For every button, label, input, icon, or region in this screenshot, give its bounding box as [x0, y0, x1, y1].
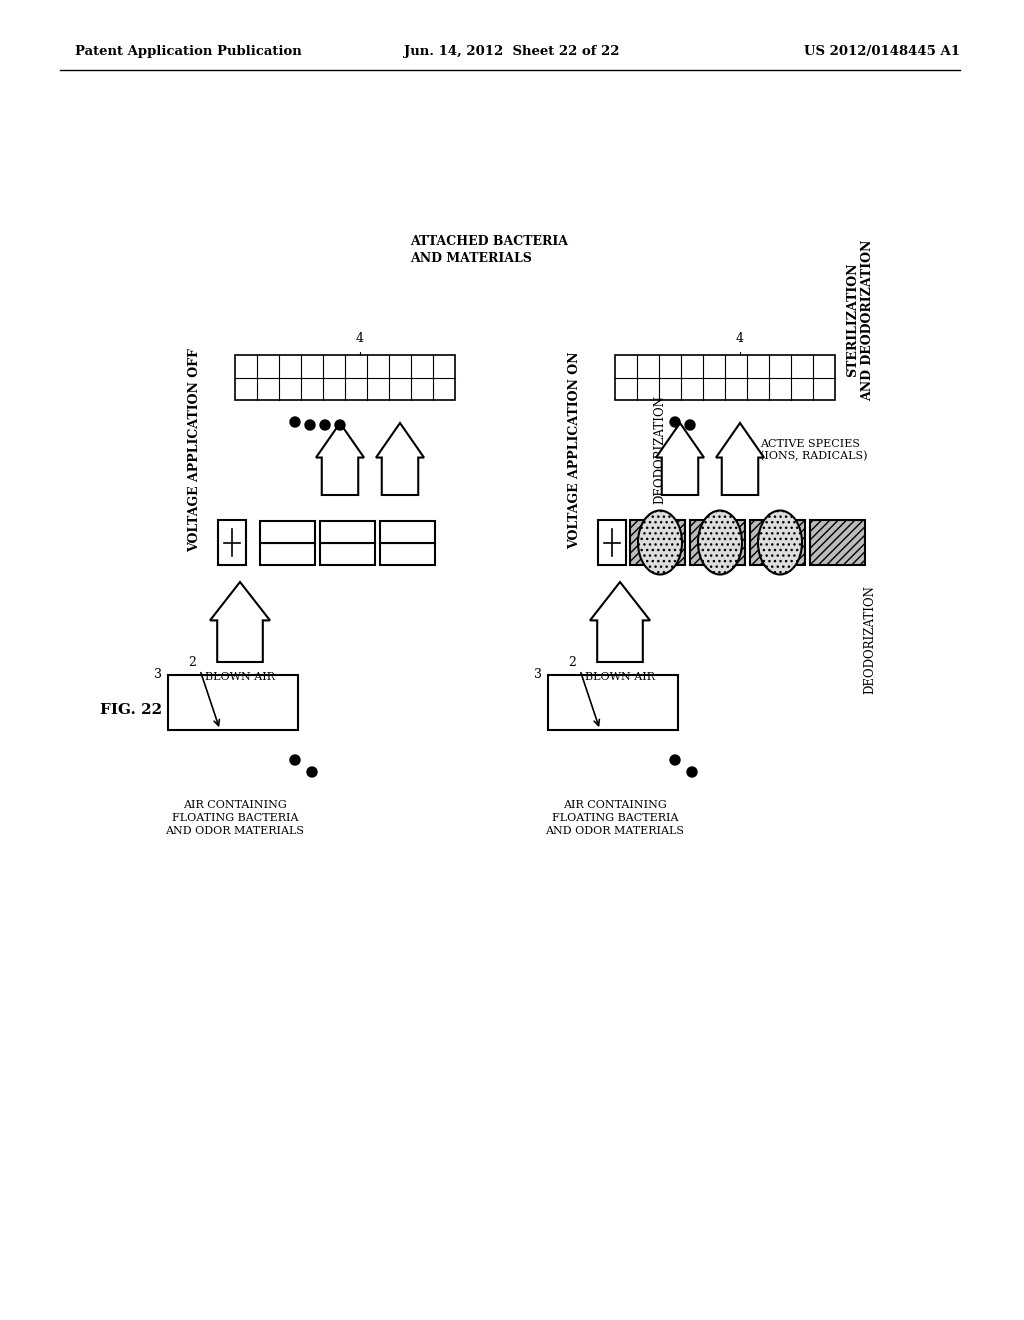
Text: 2: 2 [568, 656, 575, 668]
Bar [260, 543, 315, 565]
Polygon shape [376, 422, 424, 495]
Text: ACTIVE SPECIES
(IONS, RADICALS): ACTIVE SPECIES (IONS, RADICALS) [760, 438, 867, 462]
Bar [810, 520, 865, 565]
Text: Patent Application Publication: Patent Application Publication [75, 45, 302, 58]
Bar [218, 520, 246, 565]
Circle shape [319, 420, 330, 430]
Bar [548, 675, 678, 730]
Circle shape [290, 417, 300, 426]
Circle shape [685, 420, 695, 430]
Bar [234, 355, 455, 400]
Circle shape [687, 767, 697, 777]
Text: US 2012/0148445 A1: US 2012/0148445 A1 [804, 45, 961, 58]
Text: Jun. 14, 2012  Sheet 22 of 22: Jun. 14, 2012 Sheet 22 of 22 [404, 45, 620, 58]
Bar [319, 543, 375, 565]
Bar [380, 521, 435, 543]
Text: VOLTAGE APPLICATION ON: VOLTAGE APPLICATION ON [568, 351, 582, 549]
Circle shape [335, 420, 345, 430]
Circle shape [305, 420, 315, 430]
Polygon shape [316, 422, 364, 495]
Circle shape [290, 755, 300, 766]
Text: STERILIZATION
AND DEODORIZATION: STERILIZATION AND DEODORIZATION [846, 239, 874, 401]
Text: VOLTAGE APPLICATION OFF: VOLTAGE APPLICATION OFF [188, 348, 202, 552]
Text: 2: 2 [188, 656, 196, 668]
Polygon shape [210, 582, 270, 663]
Text: FIG. 22: FIG. 22 [100, 704, 162, 717]
Bar [630, 520, 685, 565]
Text: DEODORIZATION: DEODORIZATION [653, 396, 667, 504]
Bar [615, 355, 835, 400]
Bar [319, 521, 375, 543]
Text: ATTACHED BACTERIA
AND MATERIALS: ATTACHED BACTERIA AND MATERIALS [410, 235, 568, 265]
Circle shape [670, 417, 680, 426]
Bar [168, 675, 298, 730]
Text: BLOWN AIR: BLOWN AIR [585, 672, 655, 682]
Bar [380, 543, 435, 565]
Ellipse shape [698, 511, 742, 574]
Text: DEODORIZATION: DEODORIZATION [863, 586, 877, 694]
Bar [750, 520, 805, 565]
Text: 4: 4 [736, 333, 744, 345]
Circle shape [670, 755, 680, 766]
Polygon shape [716, 422, 764, 495]
Bar [598, 520, 626, 565]
Text: 3: 3 [534, 668, 542, 681]
Bar [260, 521, 315, 543]
Text: BLOWN AIR: BLOWN AIR [205, 672, 275, 682]
Text: AIR CONTAINING
FLOATING BACTERIA
AND ODOR MATERIALS: AIR CONTAINING FLOATING BACTERIA AND ODO… [546, 800, 684, 837]
Text: 3: 3 [154, 668, 162, 681]
Bar [690, 520, 745, 565]
Polygon shape [656, 422, 705, 495]
Ellipse shape [638, 511, 682, 574]
Ellipse shape [758, 511, 802, 574]
Polygon shape [590, 582, 650, 663]
Text: 4: 4 [356, 333, 364, 345]
Text: AIR CONTAINING
FLOATING BACTERIA
AND ODOR MATERIALS: AIR CONTAINING FLOATING BACTERIA AND ODO… [166, 800, 304, 837]
Circle shape [307, 767, 317, 777]
